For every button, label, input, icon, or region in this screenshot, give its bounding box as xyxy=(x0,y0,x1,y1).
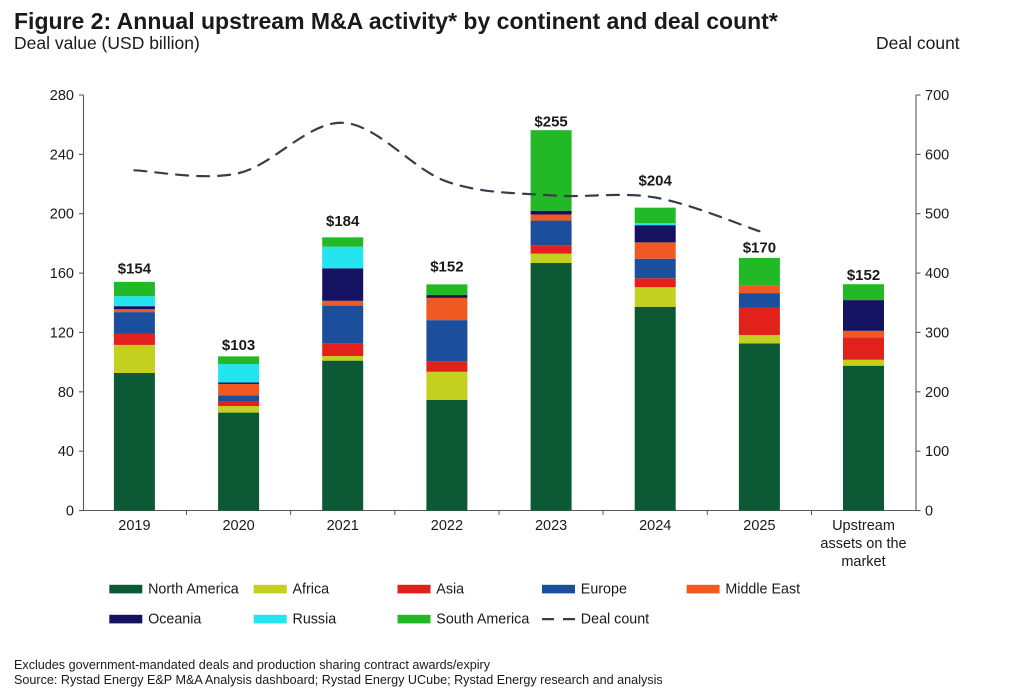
svg-text:2024: 2024 xyxy=(639,518,671,534)
svg-text:Middle East: Middle East xyxy=(725,582,800,598)
svg-text:assets on the: assets on the xyxy=(820,536,906,552)
svg-text:Africa: Africa xyxy=(293,582,330,598)
svg-text:700: 700 xyxy=(925,88,949,104)
svg-text:80: 80 xyxy=(58,385,74,401)
svg-text:Europe: Europe xyxy=(581,582,627,598)
svg-text:$103: $103 xyxy=(222,337,255,354)
svg-text:$184: $184 xyxy=(326,213,360,230)
svg-text:$152: $152 xyxy=(847,267,880,284)
svg-text:400: 400 xyxy=(925,266,949,282)
svg-text:2023: 2023 xyxy=(535,518,567,534)
svg-text:$204: $204 xyxy=(639,173,673,190)
svg-text:Deal count: Deal count xyxy=(581,612,649,628)
svg-text:0: 0 xyxy=(925,504,933,520)
svg-text:Russia: Russia xyxy=(293,612,337,628)
svg-text:South America: South America xyxy=(436,612,529,628)
svg-text:$154: $154 xyxy=(118,261,152,278)
svg-text:Asia: Asia xyxy=(436,582,464,598)
svg-text:40: 40 xyxy=(58,444,74,460)
svg-text:$152: $152 xyxy=(430,258,463,275)
svg-text:2021: 2021 xyxy=(327,518,359,534)
svg-text:Upstream: Upstream xyxy=(832,518,895,534)
svg-text:2019: 2019 xyxy=(118,518,150,534)
svg-text:120: 120 xyxy=(50,325,74,341)
svg-text:Oceania: Oceania xyxy=(148,612,201,628)
svg-text:500: 500 xyxy=(925,207,949,223)
svg-text:280: 280 xyxy=(50,88,74,104)
svg-text:2025: 2025 xyxy=(743,518,775,534)
svg-text:200: 200 xyxy=(925,385,949,401)
svg-text:2022: 2022 xyxy=(431,518,463,534)
svg-text:$170: $170 xyxy=(743,239,776,256)
svg-text:0: 0 xyxy=(66,504,74,520)
svg-text:North America: North America xyxy=(148,582,239,598)
svg-text:600: 600 xyxy=(925,147,949,163)
svg-text:240: 240 xyxy=(50,147,74,163)
svg-text:2020: 2020 xyxy=(222,518,254,534)
svg-text:100: 100 xyxy=(925,444,949,460)
svg-text:300: 300 xyxy=(925,325,949,341)
svg-text:market: market xyxy=(841,554,885,570)
svg-text:$255: $255 xyxy=(534,113,567,130)
svg-text:160: 160 xyxy=(50,266,74,282)
svg-text:200: 200 xyxy=(50,207,74,223)
